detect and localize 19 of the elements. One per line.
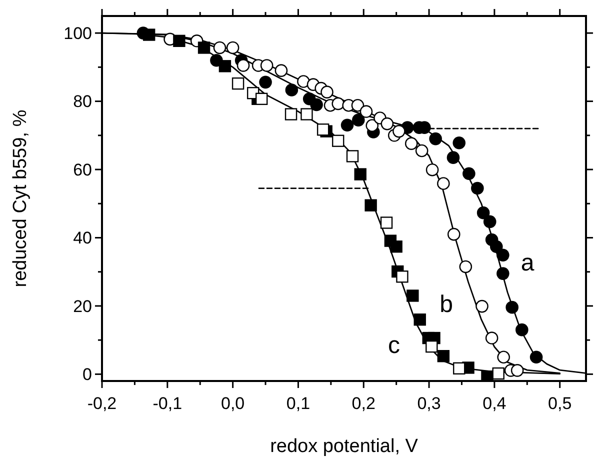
x-axis-title: redox potential, V: [270, 436, 418, 457]
series-label: b: [440, 291, 453, 318]
y-tick-label: 20: [73, 296, 92, 316]
x-tick-label: -0,2: [87, 394, 117, 413]
y-tick-label: 60: [73, 160, 92, 180]
y-tick-label: 40: [73, 228, 92, 248]
x-tick-label: 0,5: [548, 394, 572, 413]
x-tick-label: 0,1: [286, 394, 310, 413]
x-tick-label: 0,2: [352, 394, 376, 413]
x-tick-label: 0,3: [417, 394, 441, 413]
y-tick-label: 80: [73, 92, 92, 112]
x-tick-label: 0,0: [220, 394, 245, 413]
y-tick-label: 0: [82, 365, 92, 384]
y-axis-title: reduced Cyt b559, %: [10, 110, 31, 288]
legend-label: a: [520, 249, 535, 276]
x-tick-label: 0,4: [482, 394, 506, 413]
series-label: c: [388, 332, 400, 360]
x-tick-label: -0,1: [152, 394, 182, 413]
y-tick-label: 100: [64, 24, 92, 44]
